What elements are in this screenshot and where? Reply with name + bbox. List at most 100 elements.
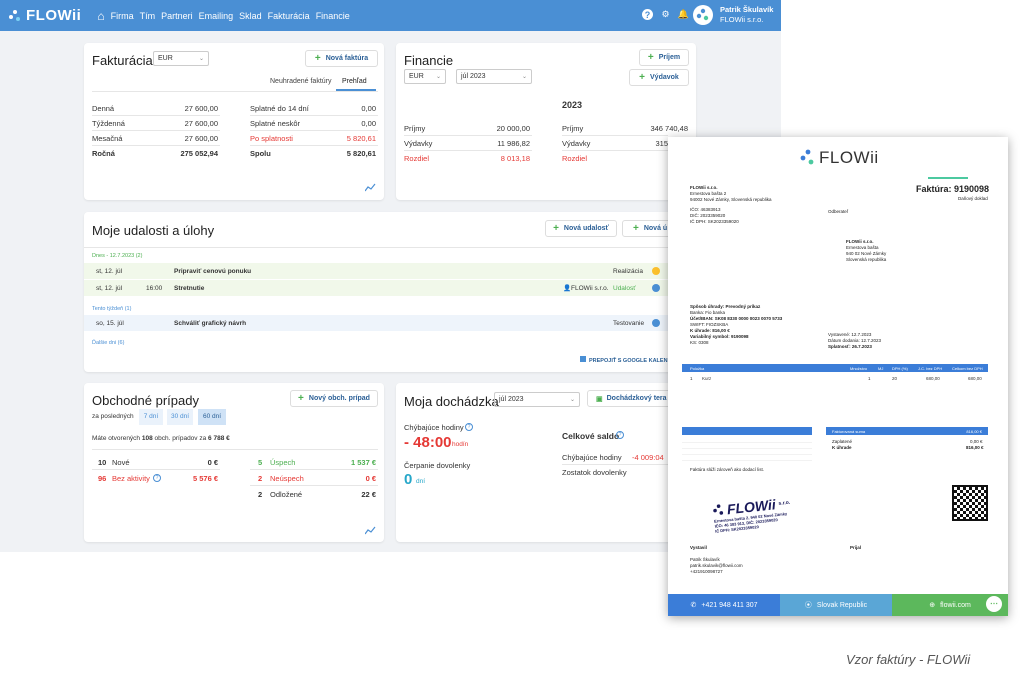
nav-item-sklad[interactable]: Sklad <box>239 10 262 21</box>
currency-select[interactable]: EUR ⌄ <box>153 51 209 66</box>
deal-bez-aktivity-label[interactable]: Bez aktivity <box>112 474 150 483</box>
deal-bez-aktivity-count: 96 <box>98 474 107 483</box>
attendance-month-value: júl 2023 <box>499 396 524 403</box>
financie-year: 2023 <box>562 100 583 110</box>
period-7-button[interactable]: 7 dní <box>139 409 163 425</box>
divider <box>92 115 220 116</box>
info-icon[interactable]: ? <box>465 423 473 431</box>
info-icon[interactable]: ? <box>153 474 161 482</box>
avatar[interactable] <box>693 5 713 25</box>
fin-rozdiel-label: Rozdiel <box>404 154 430 163</box>
top-icons: ? ⚙ 🔔 <box>635 9 689 20</box>
supplier-dic: DIČ: 2023359020 <box>690 213 726 218</box>
invoice-note: Faktúra slúži zároveň ako dodací list. <box>690 467 765 472</box>
item-qty: 1 <box>868 376 871 381</box>
event-row[interactable]: so, 15. júl Schváliť grafický návrh Test… <box>84 315 696 331</box>
supplier-icdph: IČ DPH: SK2023359020 <box>690 219 739 224</box>
event-status: Realizácia <box>613 267 643 275</box>
location-pin-icon: ⦿ <box>804 602 812 609</box>
financie-currency-select[interactable]: EUR ⌄ <box>404 69 446 84</box>
invoice-title: Faktúra: 9190098 <box>916 184 990 194</box>
item-total: 680,00 <box>968 376 982 381</box>
financie-month-select[interactable]: júl 2023 ⌄ <box>456 69 532 84</box>
nav-item-partneri[interactable]: Partneri <box>161 10 193 21</box>
nav-item-firma[interactable]: Firma <box>110 10 134 21</box>
new-event-button[interactable]: + Nová udalosť <box>545 220 617 237</box>
missing-hours-label: Chýbajúce hodiny <box>404 423 464 432</box>
other-days-link[interactable]: Ďalšie dni (6) <box>92 340 125 346</box>
calendar-icon <box>580 356 586 362</box>
chevron-down-icon: ⌄ <box>569 397 575 403</box>
invoice-preview: FLOWii Faktúra: 9190098 Daňový doklad FL… <box>668 137 1008 616</box>
event-owner: FLOWii s.r.o. <box>571 284 609 292</box>
income-button[interactable]: + Príjem <box>639 49 689 66</box>
nav-item-emailing[interactable]: Emailing <box>198 10 234 21</box>
row-po-splatnosti-label[interactable]: Po splatnosti <box>250 134 293 143</box>
deals-summary: Máte otvorených 108 obch. prípadov za 6 … <box>92 435 230 442</box>
user-info[interactable]: Patrik Škulavík FLOWii s.r.o. <box>720 5 773 25</box>
deal-nove-label[interactable]: Nové <box>112 458 130 467</box>
divider <box>404 150 532 151</box>
info-icon[interactable]: ? <box>616 431 624 439</box>
missing-hours-value: - 48:00 <box>404 434 452 451</box>
expense-button[interactable]: + Výdavok <box>629 69 689 86</box>
event-title: Pripraviť cenovú ponuku <box>174 267 252 275</box>
chart-icon[interactable] <box>365 526 376 535</box>
deal-uspech-label[interactable]: Úspech <box>270 458 296 467</box>
expense-label: Výdavok <box>650 74 679 81</box>
home-icon[interactable]: ⌂ <box>97 8 105 23</box>
deal-odlozene-label[interactable]: Odložené <box>270 490 303 499</box>
nav-item-tim[interactable]: Tím <box>139 10 156 21</box>
financie-card: Financie + Príjem EUR ⌄ júl 2023 ⌄ + Výdavok… <box>396 43 696 200</box>
divider <box>250 115 378 116</box>
flowii-logo[interactable]: FLOWii <box>8 7 81 24</box>
tab-overview[interactable]: Prehľad <box>342 78 367 85</box>
payment-vs: Variabilný symbol: 9190098 <box>690 334 749 339</box>
missing-hours-unit: hodín <box>452 441 469 448</box>
row-mesacna-value: 27 600,00 <box>184 134 218 143</box>
col-total: Celkom bez DPH <box>952 365 983 371</box>
period-60-button[interactable]: 60 dní <box>198 409 226 425</box>
to-pay-value: 816,00 € <box>966 445 984 450</box>
invoice-subtitle: Daňový doklad <box>958 196 988 201</box>
new-deal-button[interactable]: + Nový obch. prípad <box>290 390 378 407</box>
google-calendar-link[interactable]: PREPOJIŤ S GOOGLE KALEN <box>580 356 668 364</box>
qr-code <box>952 485 988 521</box>
total-missing-value: -4 009:04 <box>632 453 664 462</box>
week-group-label[interactable]: Tento týždeň (1) <box>92 306 132 312</box>
nav-item-financie[interactable]: Financie <box>315 10 350 21</box>
chevron-down-icon: ⌄ <box>198 56 204 62</box>
financie-currency-value: EUR <box>409 73 424 80</box>
chart-icon[interactable] <box>365 183 376 192</box>
events-title: Moje udalosti a úlohy <box>92 223 215 238</box>
attendance-month-select[interactable]: júl 2023 ⌄ <box>494 392 580 407</box>
today-group-label[interactable]: Dnes - 12.7.2023 (2) <box>92 253 143 259</box>
divider <box>250 145 378 146</box>
period-label: za posledných <box>92 413 134 420</box>
footer-phone-text: +421 948 411 307 <box>701 601 758 609</box>
vat-summary-table <box>682 437 812 463</box>
gear-icon[interactable]: ⚙ <box>661 9 670 19</box>
period-30-button[interactable]: 30 dní <box>167 409 193 425</box>
chat-icon[interactable]: ⋯ <box>986 596 1002 612</box>
user-icon: 👤 <box>563 285 572 292</box>
user-name: Patrik Škulavík <box>720 5 774 14</box>
invoice-logo: FLOWii <box>800 148 879 168</box>
deal-neuspech-value: 0 € <box>365 474 376 483</box>
event-time: 16:00 <box>146 284 163 292</box>
event-row[interactable]: st, 12. júl 16:00 Stretnutie 👤 FLOWii s.… <box>84 280 696 296</box>
paid-value: 0,00 € <box>970 439 983 444</box>
attendance-card: Moja dochádzka júl 2023 ⌄ ▣ Dochádzkový te… <box>396 383 696 542</box>
bell-icon[interactable]: 🔔 <box>677 9 690 19</box>
row-tyzdenna-label: Týždenná <box>92 119 125 128</box>
row-splatne14-value: 0,00 <box>361 104 376 113</box>
issuer-phone: +421910098727 <box>690 569 723 574</box>
event-row[interactable]: st, 12. júl Pripraviť cenovú ponuku Real… <box>84 263 696 279</box>
deal-neuspech-label[interactable]: Neúspech <box>270 474 304 483</box>
fakturacia-title: Fakturácia <box>92 53 153 68</box>
nav-item-fakturacia[interactable]: Fakturácia <box>267 10 310 21</box>
tab-unpaid[interactable]: Neuhradené faktúry <box>270 78 332 85</box>
new-invoice-button[interactable]: + Nová faktúra <box>305 50 378 67</box>
help-icon[interactable]: ? <box>642 9 653 20</box>
row-splatne14-label: Splatné do 14 dní <box>250 104 309 113</box>
